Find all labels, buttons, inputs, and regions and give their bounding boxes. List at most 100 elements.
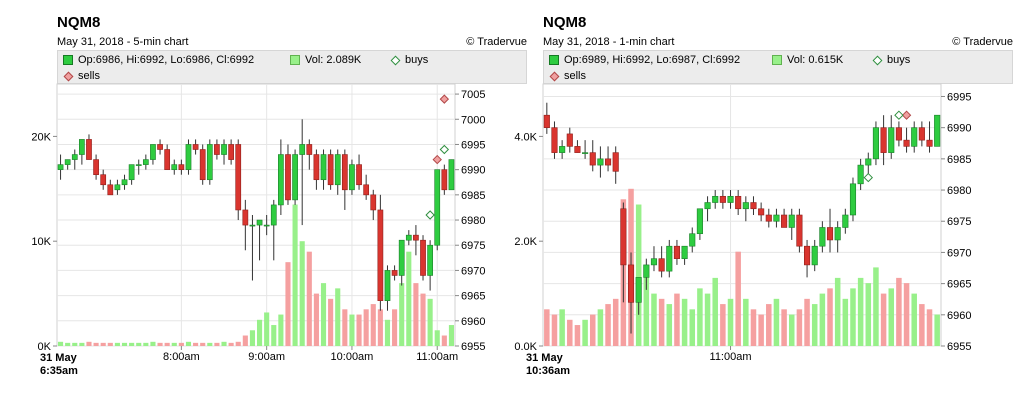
volume-bar xyxy=(597,309,604,346)
volume-bar xyxy=(666,304,673,346)
candle-body xyxy=(926,139,933,147)
candle-body xyxy=(256,219,263,226)
candle-body xyxy=(121,179,128,186)
volume-bar xyxy=(193,342,199,346)
volume-bar xyxy=(773,298,780,346)
price-tick-label: 6995 xyxy=(947,91,971,103)
price-tick-label: 6975 xyxy=(947,216,971,228)
volume-bar xyxy=(448,325,455,346)
candle-body xyxy=(142,159,149,165)
candle-body xyxy=(235,144,242,211)
ohlc-swatch-icon xyxy=(549,55,559,65)
candle-body xyxy=(448,159,455,191)
price-tick-label: 6955 xyxy=(461,341,485,353)
candle-body xyxy=(71,154,78,160)
volume-bar xyxy=(399,283,405,346)
chart-credit: © Tradervue xyxy=(466,36,527,48)
price-tick-label: 6990 xyxy=(461,165,485,177)
candle-body xyxy=(128,164,135,181)
volume-bar xyxy=(567,319,573,346)
date-label: 31 May 10:36am xyxy=(526,352,570,378)
volume-bar xyxy=(121,342,128,346)
candle-body xyxy=(206,144,213,181)
volume-bar xyxy=(335,288,341,346)
candle-body xyxy=(228,144,234,160)
candle-body xyxy=(434,169,441,246)
candlestick-chart-5min: 6955 6960 6965 6970 6975 6980 6985 6990 6995 7000… xyxy=(31,83,485,363)
volume-bar xyxy=(643,267,650,346)
candle-body xyxy=(214,144,220,155)
volume-bar xyxy=(228,342,234,346)
volume-bar xyxy=(171,342,177,346)
candle-body xyxy=(666,245,673,272)
candle-body xyxy=(804,245,811,266)
candle-body xyxy=(589,152,596,166)
volume-bar xyxy=(903,283,910,346)
volume-bar xyxy=(207,342,213,346)
volume-bar xyxy=(712,277,718,346)
time-tick-label: 11:00am xyxy=(710,351,752,363)
volume-bar xyxy=(926,309,933,346)
candle-body xyxy=(574,146,581,153)
legend-ohlc-text: Op:6989, Hi:6992, Lo:6987, Cl:6992 xyxy=(564,54,741,66)
candle-body xyxy=(334,154,341,186)
candle-body xyxy=(278,154,284,206)
legend-volume-text: Vol: 2.089K xyxy=(305,54,362,66)
volume-bar xyxy=(114,342,120,346)
volume-bar xyxy=(834,277,841,346)
candle-body xyxy=(64,159,71,165)
volume-bar xyxy=(781,309,787,346)
chart-title: NQM8 xyxy=(543,14,587,31)
candle-body xyxy=(842,214,849,228)
legend-ohlc-text: Op:6986, Hi:6992, Lo:6986, Cl:6992 xyxy=(78,54,255,66)
candle-body xyxy=(742,202,749,210)
candle-body xyxy=(313,154,320,181)
volume-bar xyxy=(704,293,711,346)
volume-bar xyxy=(758,314,764,346)
candle-body xyxy=(441,169,448,191)
candle-body xyxy=(903,139,910,147)
chart-subtitle: May 31, 2018 - 1-min chart xyxy=(543,36,675,48)
candle-body xyxy=(356,164,362,186)
volume-bar xyxy=(911,293,917,346)
price-tick-label: 6955 xyxy=(947,341,971,353)
date-label-day: 31 May xyxy=(40,352,77,364)
sell-trade-marker xyxy=(432,154,442,165)
volume-tick-label: 4.0K xyxy=(514,131,537,143)
volume-bar xyxy=(574,325,581,346)
buy-trade-marker xyxy=(425,210,435,220)
legend-buys: buys xyxy=(872,54,910,66)
candle-body xyxy=(796,214,803,247)
volume-bar xyxy=(292,204,298,346)
candle-body xyxy=(934,114,941,147)
volume-bar xyxy=(256,319,263,346)
candle-body xyxy=(673,245,680,259)
legend-buys-text: buys xyxy=(887,54,911,66)
price-tick-label: 7005 xyxy=(461,89,485,101)
volume-bar xyxy=(178,342,184,346)
candle-body xyxy=(849,183,857,216)
candle-body xyxy=(93,159,99,175)
volume-bar xyxy=(842,298,849,346)
candle-body xyxy=(872,127,879,160)
volume-bar xyxy=(406,251,412,346)
price-tick-label: 6995 xyxy=(461,139,485,151)
price-tick-label: 6975 xyxy=(461,240,485,252)
volume-bar xyxy=(79,342,85,346)
plot-area xyxy=(56,83,456,347)
volume-bar xyxy=(150,341,156,346)
volume-bar xyxy=(441,335,447,346)
candle-body xyxy=(551,127,558,153)
candle-body xyxy=(597,158,604,166)
legend-sells-text: sells xyxy=(78,70,101,82)
volume-bar xyxy=(434,330,440,346)
candle-body xyxy=(171,164,178,170)
time-tick-label: 10:00am xyxy=(331,351,374,363)
volume-bar xyxy=(582,319,588,346)
candle-body xyxy=(405,234,412,241)
candle-body xyxy=(398,239,405,276)
volume-bar xyxy=(299,241,305,346)
volume-bar xyxy=(674,293,680,346)
candle-body xyxy=(391,270,398,276)
volume-bar xyxy=(392,309,398,346)
